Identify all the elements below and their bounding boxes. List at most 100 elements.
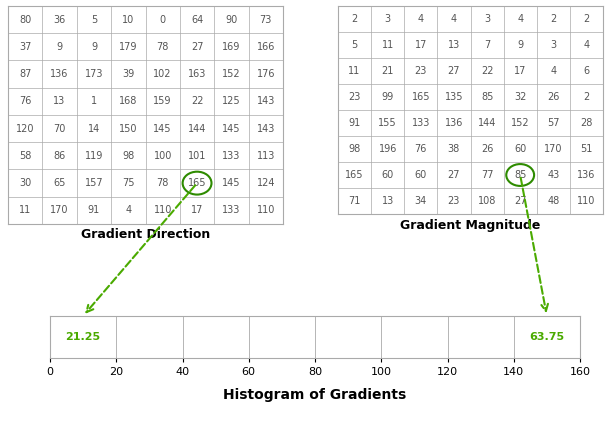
Text: 23: 23 xyxy=(448,196,460,206)
Text: 57: 57 xyxy=(547,118,559,128)
Text: 99: 99 xyxy=(381,92,394,102)
Text: 143: 143 xyxy=(257,96,275,106)
Text: 17: 17 xyxy=(191,205,203,215)
Text: 91: 91 xyxy=(349,118,361,128)
Text: 17: 17 xyxy=(514,66,527,76)
Text: 65: 65 xyxy=(54,178,66,188)
Text: 10: 10 xyxy=(122,15,134,24)
Text: 3: 3 xyxy=(484,14,490,24)
Text: 85: 85 xyxy=(514,170,527,180)
Text: 98: 98 xyxy=(122,151,134,161)
Text: 64: 64 xyxy=(191,15,203,24)
Text: 5: 5 xyxy=(91,15,97,24)
Text: 3: 3 xyxy=(384,14,391,24)
Text: 28: 28 xyxy=(580,118,593,128)
Text: 166: 166 xyxy=(257,42,275,52)
Text: 63.75: 63.75 xyxy=(529,332,564,342)
Text: 159: 159 xyxy=(153,96,172,106)
Text: 27: 27 xyxy=(191,42,203,52)
Text: 5: 5 xyxy=(352,40,358,50)
Text: 165: 165 xyxy=(188,178,206,188)
Text: 102: 102 xyxy=(153,69,172,79)
Text: 173: 173 xyxy=(84,69,103,79)
Text: 9: 9 xyxy=(91,42,97,52)
Text: 179: 179 xyxy=(119,42,137,52)
Text: 77: 77 xyxy=(481,170,493,180)
Text: 51: 51 xyxy=(580,144,593,154)
Text: 119: 119 xyxy=(85,151,103,161)
Text: 124: 124 xyxy=(256,178,275,188)
Text: 70: 70 xyxy=(54,124,66,133)
Text: 9: 9 xyxy=(517,40,523,50)
Text: 21: 21 xyxy=(381,66,394,76)
Text: 110: 110 xyxy=(257,205,275,215)
Text: 152: 152 xyxy=(511,118,530,128)
Text: 165: 165 xyxy=(346,170,364,180)
Text: 4: 4 xyxy=(451,14,457,24)
Text: 100: 100 xyxy=(153,151,172,161)
Text: 108: 108 xyxy=(478,196,496,206)
Text: 23: 23 xyxy=(349,92,361,102)
Text: 37: 37 xyxy=(19,42,31,52)
Text: 133: 133 xyxy=(222,205,241,215)
Text: 145: 145 xyxy=(153,124,172,133)
Text: 145: 145 xyxy=(222,178,241,188)
Text: 34: 34 xyxy=(415,196,427,206)
Text: 11: 11 xyxy=(19,205,31,215)
Text: 86: 86 xyxy=(54,151,66,161)
Text: 13: 13 xyxy=(381,196,394,206)
Text: 169: 169 xyxy=(222,42,241,52)
Text: 157: 157 xyxy=(84,178,103,188)
Text: 136: 136 xyxy=(51,69,69,79)
Text: 78: 78 xyxy=(156,178,169,188)
Text: 60: 60 xyxy=(415,170,427,180)
Text: 76: 76 xyxy=(19,96,31,106)
Text: 168: 168 xyxy=(119,96,137,106)
Text: 11: 11 xyxy=(381,40,394,50)
Text: 75: 75 xyxy=(122,178,134,188)
Text: 2: 2 xyxy=(583,92,590,102)
Text: 1: 1 xyxy=(91,96,97,106)
Title: Gradient Direction: Gradient Direction xyxy=(81,228,210,241)
Text: 80: 80 xyxy=(19,15,31,24)
Text: 170: 170 xyxy=(51,205,69,215)
Text: 152: 152 xyxy=(222,69,241,79)
Text: 144: 144 xyxy=(188,124,206,133)
Text: 6: 6 xyxy=(583,66,590,76)
Text: 27: 27 xyxy=(514,196,527,206)
Text: 73: 73 xyxy=(259,15,272,24)
Text: 30: 30 xyxy=(19,178,31,188)
Text: 4: 4 xyxy=(125,205,131,215)
Text: 71: 71 xyxy=(349,196,361,206)
Text: 7: 7 xyxy=(484,40,490,50)
Text: 27: 27 xyxy=(448,66,460,76)
Text: 144: 144 xyxy=(478,118,496,128)
Text: 2: 2 xyxy=(583,14,590,24)
Text: 133: 133 xyxy=(411,118,430,128)
Text: 3: 3 xyxy=(550,40,556,50)
Text: 32: 32 xyxy=(514,92,527,102)
Text: 60: 60 xyxy=(514,144,526,154)
Text: 23: 23 xyxy=(415,66,427,76)
Text: 98: 98 xyxy=(349,144,361,154)
X-axis label: Histogram of Gradients: Histogram of Gradients xyxy=(224,388,407,402)
Text: 155: 155 xyxy=(378,118,397,128)
Text: 11: 11 xyxy=(349,66,361,76)
Text: 22: 22 xyxy=(191,96,203,106)
Text: 125: 125 xyxy=(222,96,241,106)
Text: 4: 4 xyxy=(418,14,424,24)
Text: 26: 26 xyxy=(547,92,559,102)
Text: 135: 135 xyxy=(445,92,463,102)
Text: 90: 90 xyxy=(225,15,238,24)
Text: 36: 36 xyxy=(54,15,66,24)
Text: 143: 143 xyxy=(257,124,275,133)
Text: 165: 165 xyxy=(411,92,430,102)
Text: 4: 4 xyxy=(550,66,556,76)
Text: 2: 2 xyxy=(352,14,358,24)
Text: 4: 4 xyxy=(517,14,523,24)
Text: 0: 0 xyxy=(160,15,166,24)
Text: 14: 14 xyxy=(88,124,100,133)
Text: 38: 38 xyxy=(448,144,460,154)
Text: 91: 91 xyxy=(88,205,100,215)
Text: 13: 13 xyxy=(448,40,460,50)
